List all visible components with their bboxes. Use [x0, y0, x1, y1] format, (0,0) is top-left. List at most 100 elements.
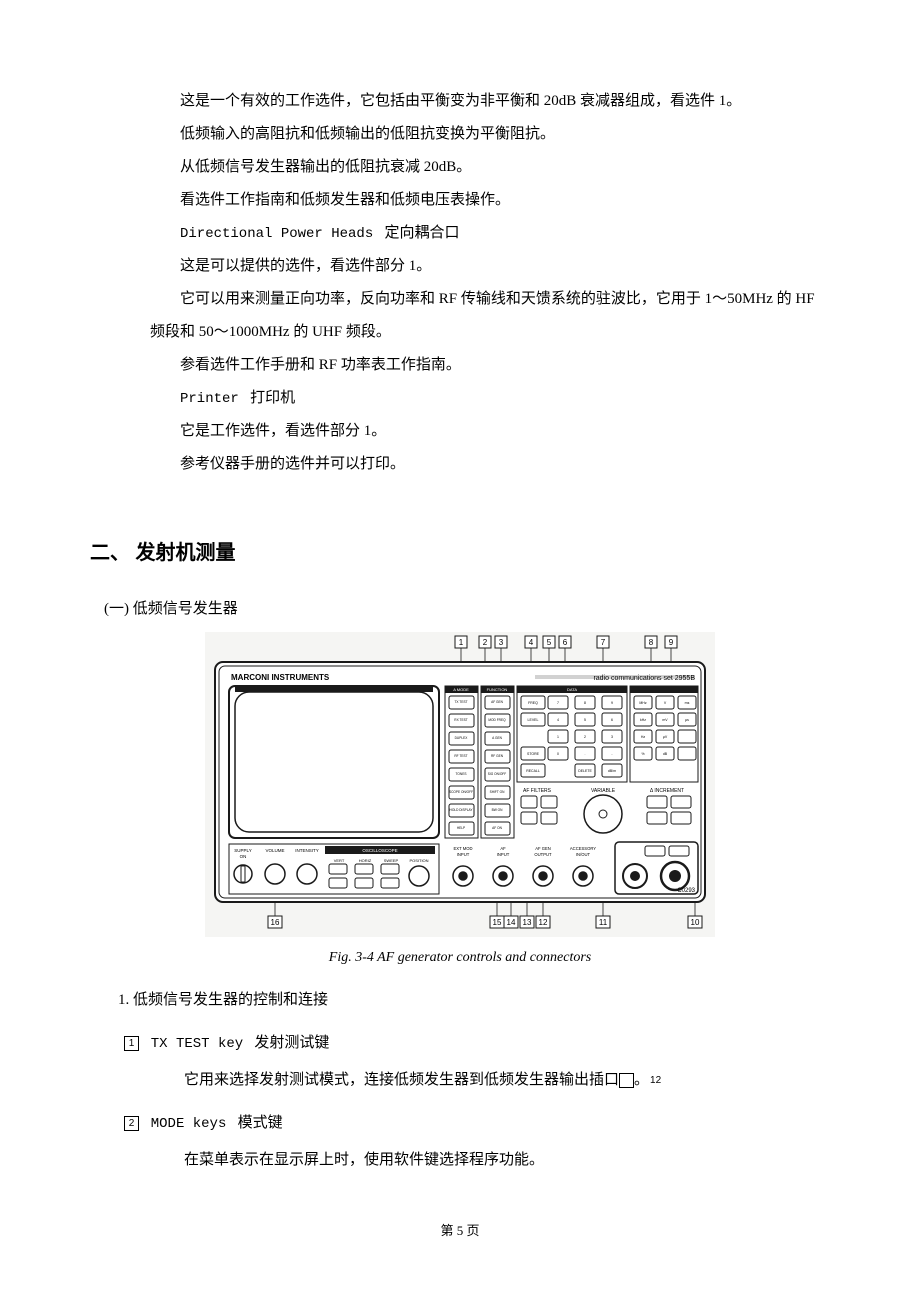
svg-text:μs: μs [685, 718, 689, 722]
svg-text:14: 14 [507, 918, 516, 927]
svg-text:LEVEL: LEVEL [528, 718, 539, 722]
svg-text:9: 9 [669, 638, 674, 647]
svg-text:FUNCTION: FUNCTION [487, 687, 508, 692]
svg-text:DELETE: DELETE [578, 769, 592, 773]
svg-text:SUPPLY: SUPPLY [234, 848, 251, 853]
svg-text:OSCILLOSCOPE: OSCILLOSCOPE [362, 848, 397, 853]
svg-text:13: 13 [523, 918, 532, 927]
svg-text:8: 8 [584, 701, 586, 705]
svg-text:DATA: DATA [567, 687, 577, 692]
svg-text:3: 3 [499, 638, 504, 647]
callout-ref: 12 [619, 1073, 634, 1088]
svg-text:BW ON: BW ON [492, 808, 503, 812]
svg-text:SCOPE ON/OFF: SCOPE ON/OFF [449, 790, 473, 794]
item-en: MODE keys [151, 1116, 227, 1132]
svg-text:AF FILTERS: AF FILTERS [523, 788, 552, 794]
svg-text:VOLUME: VOLUME [265, 848, 284, 853]
svg-text:HORIZ: HORIZ [359, 858, 372, 863]
item-zh: 发射测试键 [254, 1035, 329, 1051]
paragraph: 参考仪器手册的选件并可以打印。 [150, 448, 830, 481]
svg-text:SWEEP: SWEEP [384, 858, 399, 863]
svg-text:11: 11 [599, 918, 608, 927]
svg-text:MHz: MHz [639, 701, 646, 705]
paragraph: Printer 打印机 [150, 382, 830, 415]
subsection-title: (一) 低频信号发生器 [104, 593, 830, 626]
svg-text:RF GEN: RF GEN [491, 754, 504, 758]
svg-text:7: 7 [557, 701, 559, 705]
term-zh: 打印机 [250, 390, 295, 406]
paragraph: 这是可以提供的选件，看选件部分 1。 [150, 250, 830, 283]
list-heading: 1. 低频信号发生器的控制和连接 [118, 984, 830, 1017]
instrument-figure: 123456789 MARCONI INSTRUMENTS radio comm… [90, 632, 830, 974]
svg-text:6: 6 [563, 638, 568, 647]
svg-text:3: 3 [611, 735, 613, 739]
svg-text:7: 7 [601, 638, 606, 647]
list-item: 2 MODE keys 模式键 [124, 1107, 830, 1140]
term-en: Directional Power Heads [180, 226, 373, 242]
svg-text:OUTPUT: OUTPUT [534, 852, 552, 857]
paragraph: 这是一个有效的工作选件，它包括由平衡变为非平衡和 20dB 衰减器组成，看选件 … [150, 85, 830, 118]
svg-text:EXT MOD: EXT MOD [453, 846, 472, 851]
svg-text:5: 5 [547, 638, 552, 647]
svg-text:INPUT: INPUT [457, 852, 470, 857]
callout-box: 2 [124, 1116, 139, 1131]
page-number: 第 5 页 [90, 1217, 830, 1246]
svg-text:MOD FREQ: MOD FREQ [488, 718, 506, 722]
svg-text:AF: AF [500, 846, 506, 851]
svg-text:dB: dB [663, 752, 668, 756]
brand-label: MARCONI INSTRUMENTS [231, 673, 330, 682]
svg-text:10: 10 [691, 918, 700, 927]
paragraph: 它是工作选件，看选件部分 1。 [150, 415, 830, 448]
svg-text:FREQ: FREQ [528, 701, 538, 705]
svg-text:VERT: VERT [334, 858, 345, 863]
svg-text:AF GEN: AF GEN [491, 700, 504, 704]
svg-text:POSITION: POSITION [409, 858, 428, 863]
svg-text:ms: ms [685, 701, 690, 705]
svg-text:RX TEST: RX TEST [454, 718, 467, 722]
instrument-panel-svg: 123456789 MARCONI INSTRUMENTS radio comm… [205, 632, 715, 937]
svg-text:INPUT: INPUT [497, 852, 510, 857]
paragraph: 低频输入的高阻抗和低频输出的低阻抗变换为平衡阻抗。 [150, 118, 830, 151]
svg-text:ACCESSORY: ACCESSORY [570, 846, 596, 851]
svg-text:Hz: Hz [641, 735, 646, 739]
paragraph: 它可以用来测量正向功率，反向功率和 RF 传输线和天馈系统的驻波比，它用于 1～… [150, 283, 830, 349]
svg-text:IN/OUT: IN/OUT [576, 852, 591, 857]
svg-text:9: 9 [611, 701, 613, 705]
svg-text:.: . [585, 752, 586, 756]
item-en: TX TEST key [151, 1036, 243, 1052]
paragraph: 看选件工作指南和低频发生器和低频电压表操作。 [150, 184, 830, 217]
callout-box: 1 [124, 1036, 139, 1051]
term-zh: 定向耦合口 [384, 225, 459, 241]
svg-text:RECALL: RECALL [526, 769, 540, 773]
paragraph: 参看选件工作手册和 RF 功率表工作指南。 [150, 349, 830, 382]
svg-text:15: 15 [493, 918, 502, 927]
svg-text:RF TEST: RF TEST [454, 754, 467, 758]
section-title: 二、 发射机测量 [90, 531, 830, 575]
term-en: Printer [180, 391, 239, 407]
svg-text:DUPLEX: DUPLEX [455, 736, 469, 740]
svg-text:2: 2 [584, 735, 586, 739]
figure-caption: Fig. 3-4 AF generator controls and conne… [329, 943, 591, 974]
svg-text:μV: μV [663, 735, 668, 739]
svg-text:mV: mV [662, 718, 668, 722]
svg-text:TONES: TONES [456, 772, 467, 776]
item-zh: 模式键 [238, 1115, 283, 1131]
svg-text:TX TEST: TX TEST [454, 700, 467, 704]
svg-text:STORE: STORE [527, 752, 540, 756]
svg-text:A GEN: A GEN [492, 736, 502, 740]
svg-text:1: 1 [459, 638, 464, 647]
svg-text:12: 12 [539, 918, 548, 927]
item-desc: 在菜单表示在显示屏上时，使用软件键选择程序功能。 [154, 1144, 830, 1177]
svg-text:4: 4 [529, 638, 534, 647]
svg-text:SIG ON/OFF: SIG ON/OFF [488, 772, 506, 776]
svg-text:dB/m: dB/m [608, 769, 616, 773]
svg-text:kHz: kHz [640, 718, 646, 722]
svg-text:INTENSITY: INTENSITY [295, 848, 319, 853]
svg-text:AF GEN: AF GEN [535, 846, 551, 851]
svg-text:HELP: HELP [457, 826, 465, 830]
svg-text:5: 5 [584, 718, 586, 722]
svg-text:HOLD DISPLAY: HOLD DISPLAY [450, 808, 474, 812]
svg-text:A MODE: A MODE [453, 687, 469, 692]
svg-text:2: 2 [483, 638, 488, 647]
svg-text:%: % [641, 752, 644, 756]
